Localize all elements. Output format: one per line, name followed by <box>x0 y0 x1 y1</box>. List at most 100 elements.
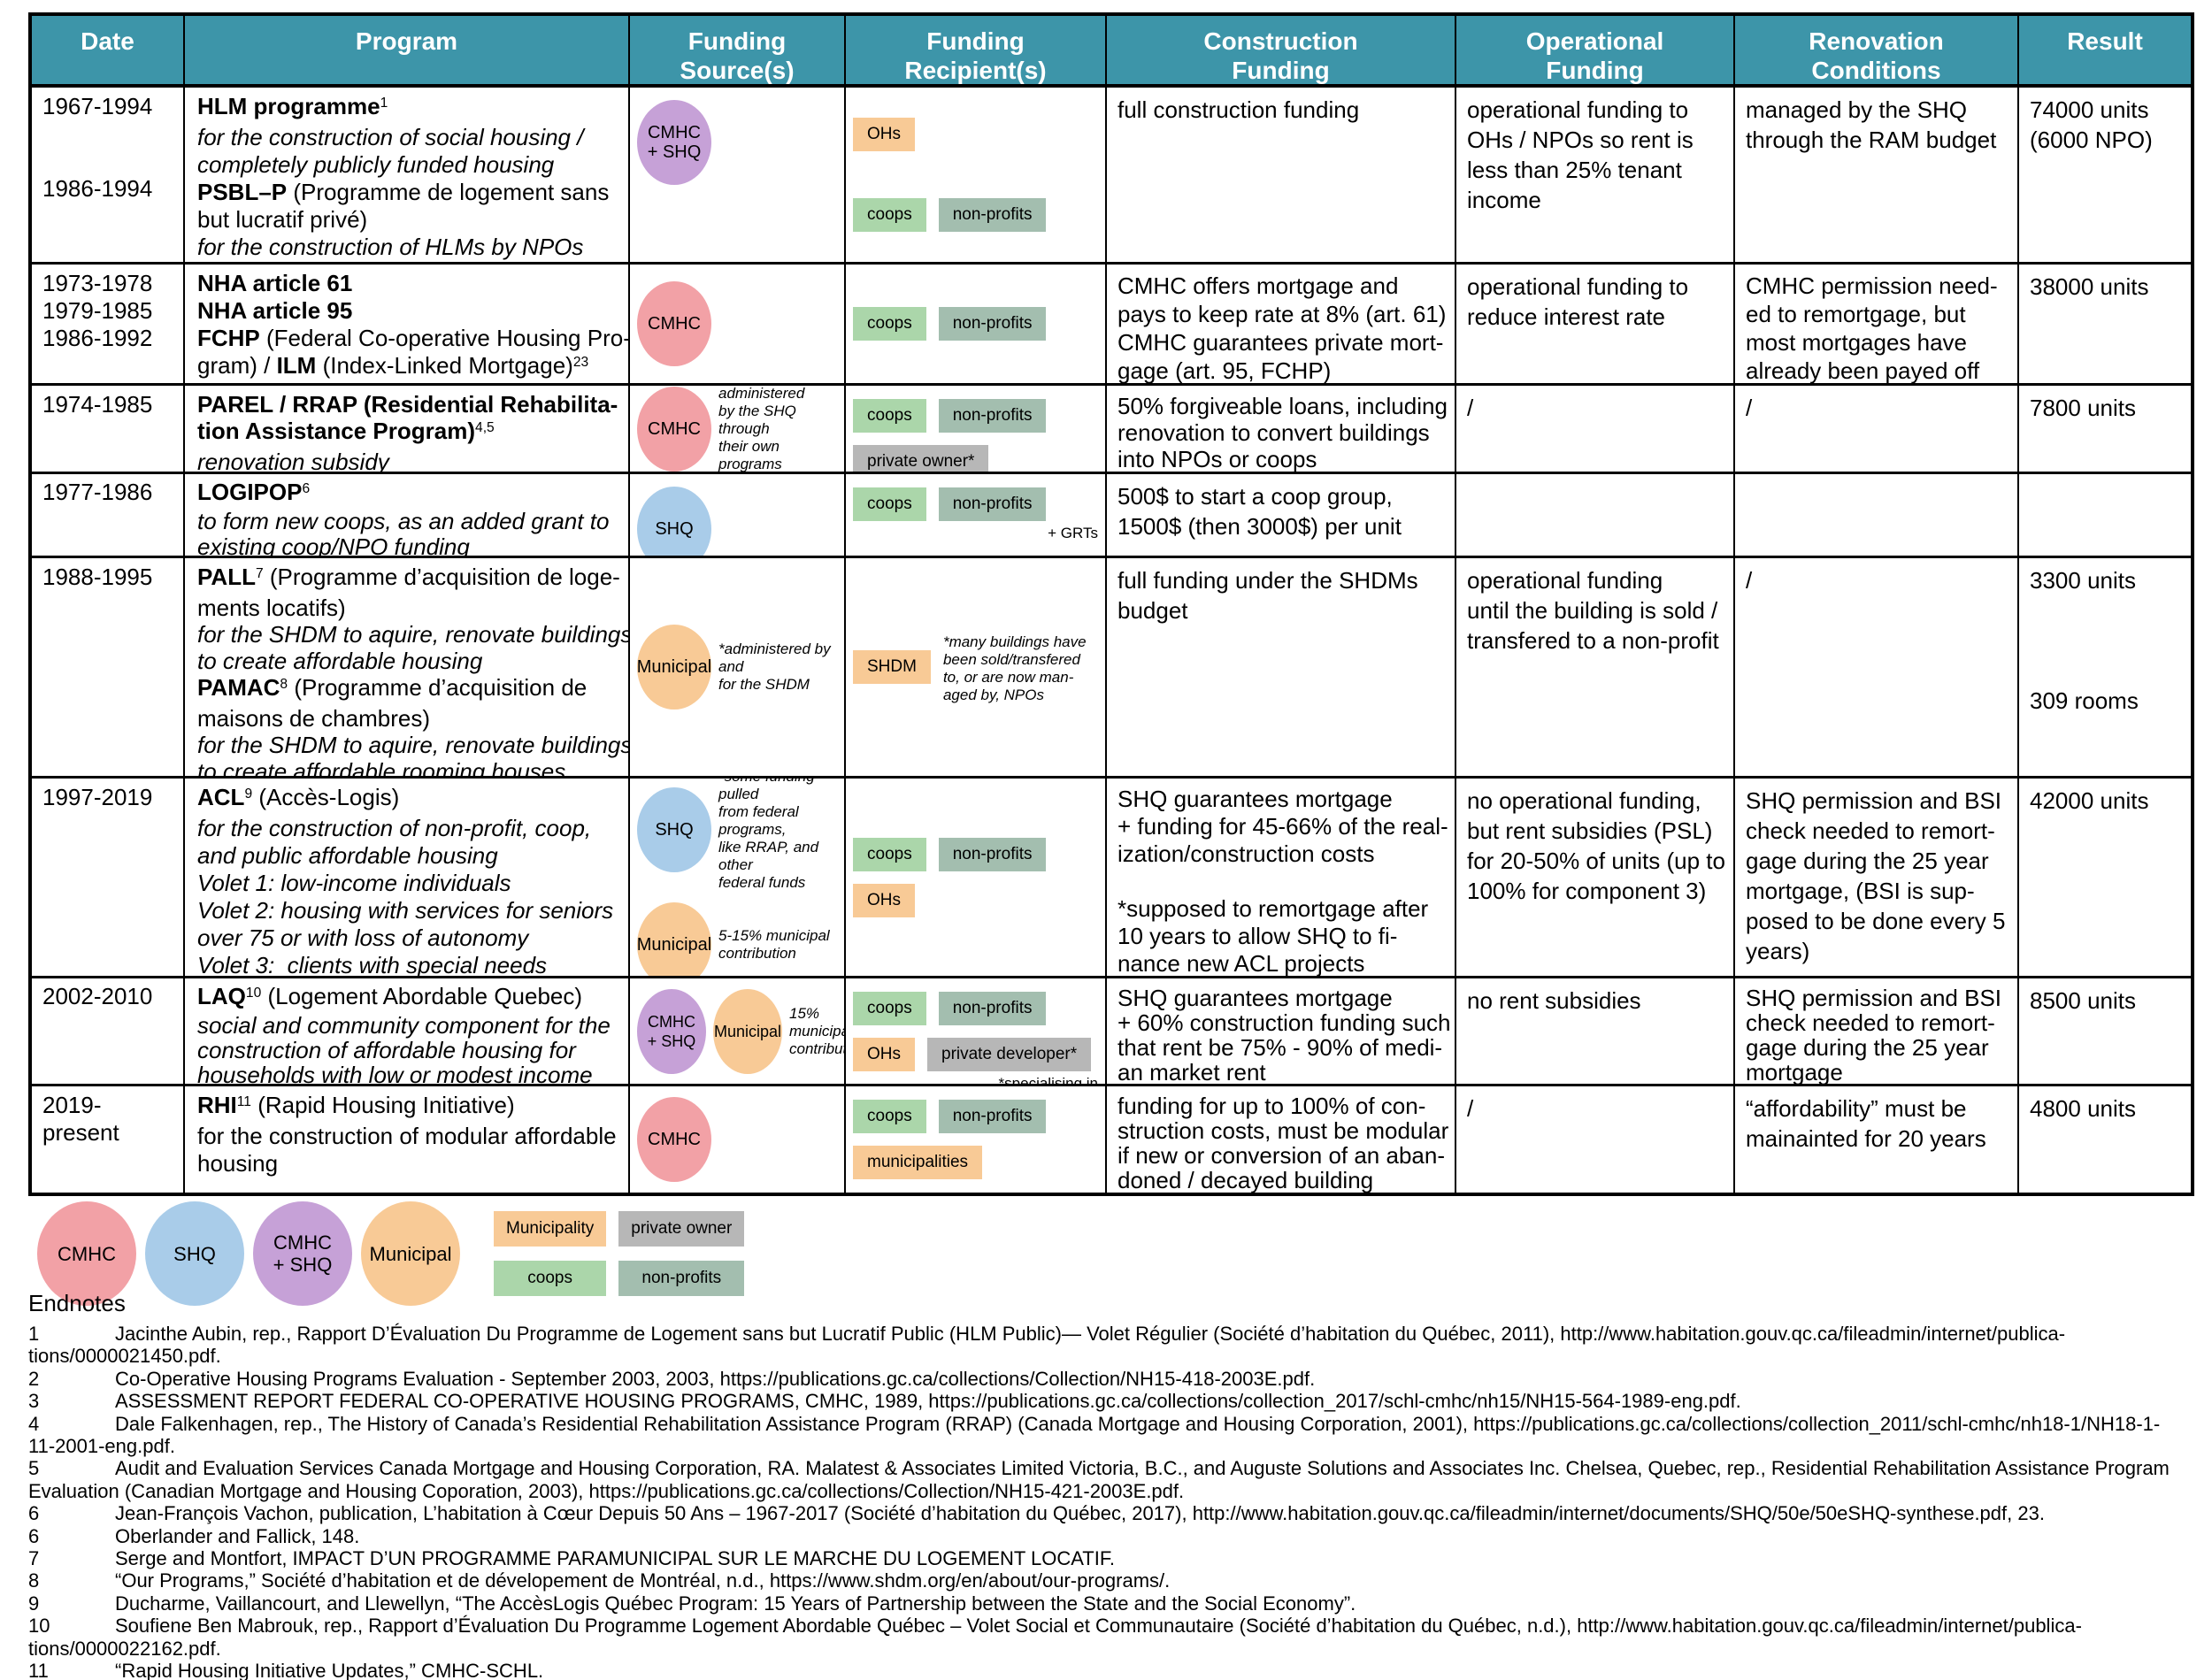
endnote-line: 11-2001-eng.pdf. <box>28 1435 2192 1457</box>
recipient-box: SHDM <box>853 650 931 684</box>
endnote-text: ASSESSMENT REPORT FEDERAL CO-OPERATIVE H… <box>115 1390 1741 1413</box>
column-header-renovation: Renovation Conditions <box>1735 16 2019 88</box>
text-segment: (Accès-Logis) <box>252 784 400 810</box>
superscript-note-ref: 9 <box>244 786 253 802</box>
operational-funding-cell <box>1456 474 1735 558</box>
program-line: to form new coops, as an added grant to <box>197 509 619 534</box>
text-line: mainainted for 20 years <box>1746 1125 1986 1152</box>
column-header-funding: Funding Recipient(s) <box>846 16 1107 88</box>
text-line: doned / decayed building <box>1118 1167 1374 1193</box>
endnote-number: 8 <box>28 1569 40 1592</box>
text-line: 7800 units <box>2030 395 2136 421</box>
recipient-box: non-profits <box>938 487 1047 521</box>
text-line: income <box>1467 187 1541 213</box>
recipient-boxes-row: SHDM *many buildings have been sold/trans… <box>853 630 1098 704</box>
recipient-group: OHs <box>853 883 1098 917</box>
text-segment: (Logement Abordable Quebec) <box>261 983 583 1009</box>
endnotes-heading: Endnotes <box>28 1290 126 1316</box>
program-line: construction of affordable housing for <box>197 1038 619 1062</box>
superscript-note-ref: 8 <box>280 677 288 693</box>
endnote-line: 1 Jacinthe Aubin, rep., Rapport D’Évaluat… <box>28 1323 2192 1345</box>
text-line: CMHC offers mortgage and <box>1118 272 1399 299</box>
construction-funding-cell: full construction funding <box>1107 88 1456 265</box>
text-line: ed to remortgage, but <box>1746 301 1966 327</box>
text-segment: gram) / <box>197 352 277 379</box>
endnote-line: 5 Audit and Evaluation Services Canada Mo… <box>28 1457 2192 1479</box>
endnote-number: 3 <box>28 1390 40 1413</box>
funding-recipient-cell: coops non-profits municipalities <box>846 1086 1107 1193</box>
text-line: 74000 units <box>2030 96 2149 123</box>
superscript-note-ref: 7 <box>255 566 264 582</box>
program-cell: RHI11 (Rapid Housing Initiative) for the … <box>185 1086 630 1193</box>
text-segment: PAMAC <box>197 674 280 701</box>
text-line: most mortgages have <box>1746 329 1968 356</box>
recipient-group: OHs <box>853 118 1098 152</box>
funding-source-note: 5-15% municipal contribution <box>718 926 830 962</box>
endnote-text: “Rapid Housing Initiative Updates,” CMHC… <box>115 1660 544 1680</box>
text-line: an market rent <box>1118 1059 1266 1085</box>
text-segment: (Rapid Housing Initiative) <box>250 1092 515 1118</box>
text-segment: ACL <box>197 784 245 810</box>
recipient-box: coops <box>853 1100 926 1133</box>
text-line: full construction funding <box>1118 96 1360 123</box>
recipient-group: coops non-profits <box>853 1100 1098 1133</box>
recipient-boxes-row: coops non-profits <box>853 1100 1098 1133</box>
text-line: 1977-1986 <box>42 479 153 505</box>
result-cell: 38000 units <box>2019 265 2191 386</box>
text-line: check needed to remort- <box>1746 817 1995 844</box>
funding-source-group: CMHC <box>637 1097 837 1182</box>
program-line: but lucratif privé) <box>197 206 619 234</box>
date-cell: 2002-2010 <box>32 978 185 1086</box>
renovation-conditions-cell: / <box>1735 558 2019 779</box>
funding-recipient-cell: coops non-profits OHs <box>846 779 1107 978</box>
endnote-line: tions/0000022162.pdf. <box>28 1638 2192 1660</box>
text-line: budget <box>1118 597 1188 624</box>
funding-source-group: Municipal *administered by and for the SH… <box>637 625 837 710</box>
text-line <box>42 120 174 148</box>
result-cell: 3300 units 309 rooms <box>2019 558 2191 779</box>
date-cell: 2019- present <box>32 1086 185 1193</box>
text-segment: NHA article 95 <box>197 297 353 324</box>
program-line: renovation subsidy <box>197 449 619 472</box>
operational-funding-cell: no operational funding, but rent subsidie… <box>1456 779 1735 978</box>
recipient-box: non-profits <box>938 197 1047 232</box>
result-cell: 74000 units (6000 NPO) <box>2019 88 2191 265</box>
column-header-funding: Funding Source(s) <box>630 16 846 88</box>
endnote-line: 11 “Rapid Housing Initiative Updates,” CM… <box>28 1660 2192 1680</box>
text-line <box>42 148 174 175</box>
text-segment: NHA article 61 <box>197 270 353 296</box>
recipient-group: SHDM *many buildings have been sold/trans… <box>853 630 1098 704</box>
superscript-note-ref: 23 <box>572 355 589 371</box>
text-segment: PALL <box>197 564 256 590</box>
text-line: mortgage, (BSI is sup- <box>1746 878 1975 904</box>
program-line: for the construction of non-profit, coop… <box>197 815 619 842</box>
text-line: 1997-2019 <box>42 784 153 810</box>
text-segment: LAQ <box>197 983 246 1009</box>
recipient-group: coops non-profits <box>853 837 1098 871</box>
text-line <box>2030 595 2182 625</box>
text-line: managed by the SHQ <box>1746 96 1968 123</box>
text-segment: (Programme de logement sans <box>287 179 610 205</box>
endnote-line: 7 Serge and Montfort, IMPACT D’UN PROGRAM… <box>28 1547 2192 1569</box>
funding-source-circle: CMHC <box>637 1097 711 1182</box>
funding-source-group: CMHC <box>637 281 837 366</box>
program-line: Volet 1: low-income individuals <box>197 870 619 897</box>
funding-source-circle: Municipal <box>637 625 711 710</box>
text-segment: for the construction of modular affordab… <box>197 1123 617 1149</box>
program-line: for the SHDM to aquire, renovate buildin… <box>197 621 628 648</box>
construction-funding-cell: CMHC offers mortgage and pays to keep rat… <box>1107 265 1456 386</box>
result-cell <box>2019 474 2191 558</box>
text-line: reduce interest rate <box>1467 303 1666 330</box>
endnote-text: Serge and Montfort, IMPACT D’UN PROGRAMM… <box>115 1547 1115 1570</box>
funding-source-circle: CMHC <box>637 386 711 472</box>
funding-recipient-cell: coops non-profits private owner**low incom… <box>846 386 1107 474</box>
operational-funding-cell: / <box>1456 1086 1735 1193</box>
recipient-group: OHs private developer* *specialising in af… <box>853 1038 1098 1084</box>
text-segment: to create affordable rooming houses <box>197 758 566 779</box>
funding-recipient-cell: SHDM *many buildings have been sold/trans… <box>846 558 1107 779</box>
text-line: 100% for component 3) <box>1467 878 1707 904</box>
funding-source-circle: SHQ <box>637 487 711 556</box>
text-segment: construction of affordable housing for <box>197 1037 576 1063</box>
text-line: 4800 units <box>2030 1095 2136 1122</box>
